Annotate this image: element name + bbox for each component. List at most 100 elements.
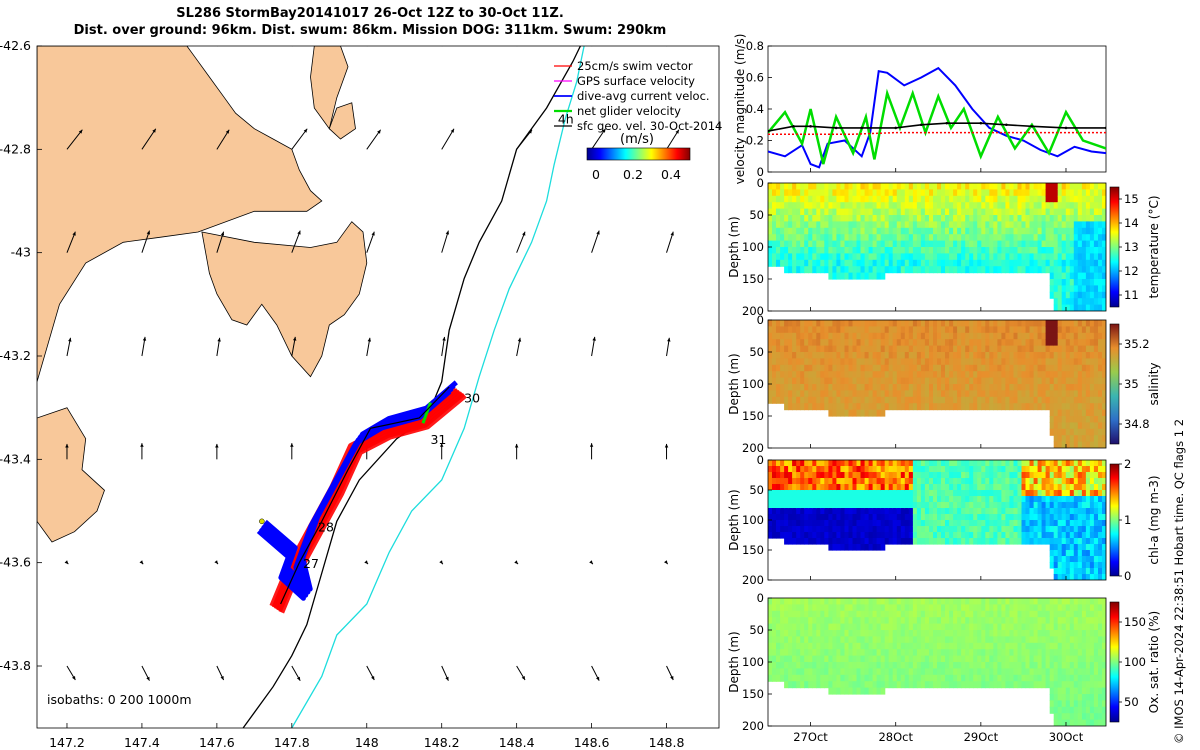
profile-cell <box>840 221 845 229</box>
profile-cell <box>945 189 950 197</box>
profile-cell <box>796 364 801 372</box>
profile-cell <box>1073 377 1079 385</box>
profile-cell <box>1005 320 1010 327</box>
profile-cell <box>848 384 854 391</box>
profile-cell <box>804 662 809 669</box>
profile-cell <box>953 227 958 235</box>
profile-cell <box>1073 484 1079 491</box>
profile-cell <box>1081 189 1087 197</box>
geo-vector <box>514 443 519 460</box>
profile-cell <box>1009 490 1014 497</box>
profile-cell <box>1065 215 1071 222</box>
profile-cell <box>1021 215 1027 222</box>
profile-ylabel: Depth (m) <box>727 353 741 414</box>
profile-cell <box>985 484 990 491</box>
profile-cell <box>1057 390 1063 398</box>
profile-cbar-tick-label: 34.8 <box>1124 417 1150 431</box>
profile-cell <box>1005 358 1010 366</box>
profile-cell <box>904 617 910 625</box>
profile-cells <box>768 183 1106 311</box>
profile-cell <box>836 189 841 197</box>
profile-cell <box>1098 409 1103 417</box>
profile-cell <box>1041 460 1047 467</box>
profile-cell <box>864 617 870 625</box>
profile-cell <box>900 617 906 625</box>
profile-cell <box>848 668 854 676</box>
profile-cell <box>1049 466 1055 473</box>
profile-cell <box>929 234 934 242</box>
profile-cell <box>1102 428 1106 436</box>
profile-cell <box>969 538 974 545</box>
profile-cell <box>989 390 994 398</box>
profile-cbar-tick-label: 14 <box>1124 216 1139 230</box>
profile-cell <box>832 496 837 503</box>
profile-cell <box>924 604 930 612</box>
profile-cell <box>1053 556 1059 563</box>
profile-cell <box>985 358 990 366</box>
profile-cell <box>985 253 990 261</box>
profile-cell <box>852 345 858 353</box>
profile-cell <box>808 538 813 545</box>
profile-cell <box>836 195 841 203</box>
profile-cell <box>900 183 906 190</box>
profile-cell <box>1081 568 1087 575</box>
profile-cell <box>912 496 918 503</box>
profile-cell <box>1029 484 1035 491</box>
profile-cell <box>900 364 906 372</box>
profile-cell <box>1061 189 1067 197</box>
profile-cell <box>780 478 785 485</box>
profile-cell <box>1057 352 1063 359</box>
profile-cell <box>872 466 878 473</box>
profile-cell <box>989 472 994 479</box>
geo-vector-head <box>450 128 454 133</box>
profile-cell <box>961 617 966 625</box>
profile-cell <box>1057 195 1063 203</box>
profile-cell <box>981 630 986 637</box>
profile-cell <box>788 617 793 625</box>
profile-cell <box>792 227 797 235</box>
profile-cell <box>969 649 974 657</box>
profile-cell <box>1089 345 1095 353</box>
profile-cell <box>945 202 950 210</box>
profile-cell <box>1081 403 1087 411</box>
profile-cell <box>957 358 962 366</box>
profile-cell <box>1061 472 1067 479</box>
profile-cell <box>844 371 850 379</box>
profile-cell <box>1049 514 1055 521</box>
profile-cell <box>1089 291 1095 299</box>
profile-cell <box>965 598 970 605</box>
profile-cell <box>997 396 1002 404</box>
profile-cell <box>832 364 837 372</box>
profile-cell <box>900 636 906 644</box>
profile-cell <box>916 642 922 650</box>
profile-cell <box>1025 183 1031 190</box>
profile-cell <box>880 636 886 644</box>
profile-cell <box>908 466 914 473</box>
profile-cell <box>844 358 850 366</box>
profile-cell <box>1017 195 1023 203</box>
profile-cell <box>844 623 850 631</box>
profile-cell <box>1037 502 1043 509</box>
profile-cell <box>828 617 833 625</box>
profile-cell <box>896 253 902 261</box>
profile-cell <box>816 460 821 467</box>
profile-cell <box>832 514 837 521</box>
profile-cell <box>1069 550 1075 557</box>
profile-cell <box>828 345 833 353</box>
profile-cell <box>1041 202 1047 210</box>
profile-cell <box>1049 478 1055 485</box>
profile-cell <box>1013 520 1019 527</box>
profile-cell <box>957 266 962 274</box>
profile-cell <box>888 384 894 391</box>
profile-cell <box>904 623 910 631</box>
profile-cell <box>776 377 781 385</box>
profile-cell <box>961 202 966 210</box>
profile-cell <box>888 352 894 359</box>
profile-cell <box>840 630 845 637</box>
profile-cell <box>1065 478 1071 485</box>
profile-cell <box>844 649 850 657</box>
profile-cell <box>949 642 954 650</box>
profile-cell <box>872 604 878 612</box>
profile-cell <box>800 332 805 340</box>
profile-cell <box>961 484 966 491</box>
